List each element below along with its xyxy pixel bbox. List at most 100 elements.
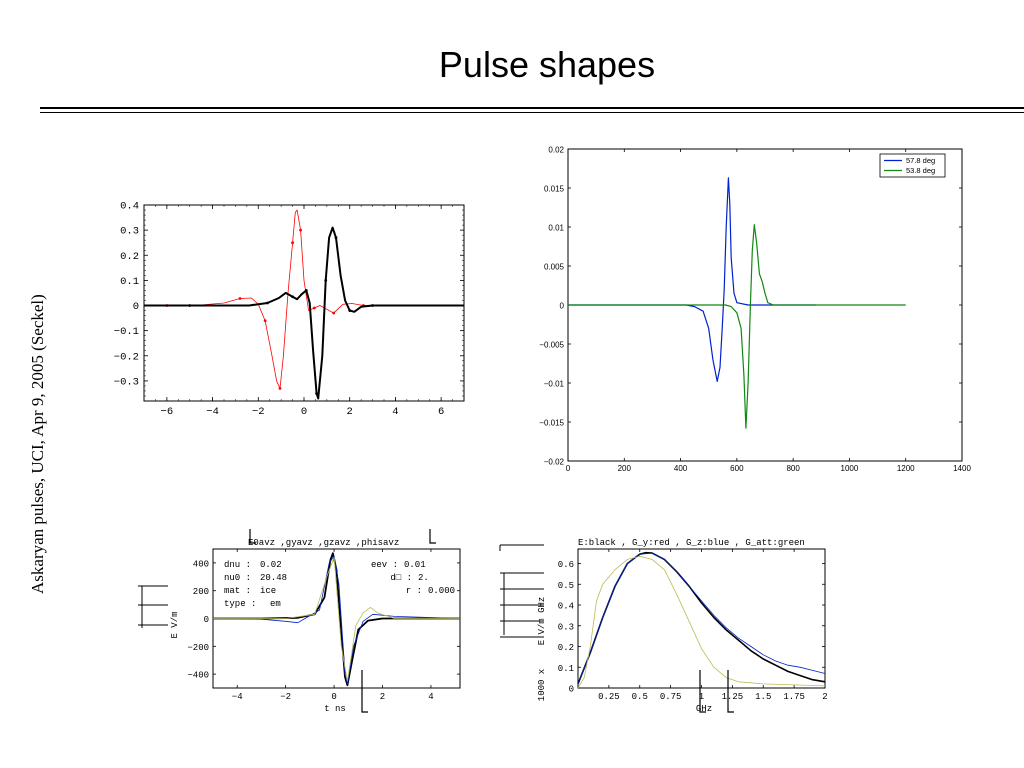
legend-label-57-8: 57.8 deg [906,156,935,165]
chart1-point [324,278,328,282]
y-tick-label: −0.1 [114,326,139,338]
y-tick-label: 0.1 [120,276,139,288]
chart3-annotations: dnu : 0.02 nu0 : 20.48 mat : ice type : … [224,560,455,609]
chart1-point [291,241,294,245]
chart4-xlabel: GHz [696,704,712,714]
chart4-series-blue-line [577,552,826,685]
x-tick-label: −4 [232,692,243,702]
chart2-series-blue-line [568,177,816,382]
chart3-series-black-line [213,552,460,687]
y-tick-label: −0.3 [114,376,139,388]
chart3-bracket-glyph-bottom [361,670,368,713]
chart1-point [266,301,269,305]
x-tick-label: 2 [347,406,353,418]
y-tick-label: 0.4 [558,602,574,612]
annot-type-value: em [270,599,281,609]
chart1-point [332,311,336,315]
y-tick-label: −0.005 [539,341,564,350]
chart2-legend: 57.8 deg 53.8 deg [879,153,946,178]
chart4-series-olive-line [577,555,826,689]
chart3-bracket-glyphs [249,529,436,544]
y-tick-label: 0 [204,615,209,625]
y-tick-label: −0.02 [544,458,565,467]
y-tick-label: 0.2 [120,251,139,263]
y-tick-label: 0.015 [544,185,565,194]
x-tick-label: −6 [161,406,174,418]
chart1-point [238,297,242,300]
annot-mat-label: mat : [224,586,251,596]
x-tick-label: 2 [822,692,827,702]
chart1-point [315,392,318,395]
title-divider-top [40,107,1024,109]
chart1-series-red-line [144,209,464,389]
chart2-series-green-line [568,224,906,429]
chart3-xlabel: t ns [324,704,346,714]
x-tick-label: 200 [618,464,632,473]
side-caption: Askaryan pulses, UCI, Apr 9, 2005 (Secke… [28,294,47,594]
y-tick-label: 0.2 [558,643,574,653]
x-tick-label: 600 [730,464,744,473]
y-tick-label: 0.3 [558,622,574,632]
annot-eev-value: 0.01 [404,560,426,570]
x-tick-label: 1 [699,692,704,702]
chart1-point [291,295,294,299]
y-tick-label: 0 [133,301,139,313]
y-tick-label: −0.015 [539,419,564,428]
x-tick-label: 0.5 [632,692,648,702]
annot-mat-value: ice [260,586,276,596]
x-tick-label: 400 [674,464,688,473]
title-divider-bottom [40,112,1024,113]
annot-nu0-label: nu0 : [224,573,251,583]
annot-r-value: 0.000 [428,586,455,596]
annot-dnu-value: 0.02 [260,560,282,570]
x-tick-label: 1200 [897,464,915,473]
chart4-spectrum: E:black , G_y:red , G_z:blue , G_att:gre… [499,538,828,714]
annot-d-label: d□ : [390,573,412,583]
annot-d-value: 2. [418,573,429,583]
y-tick-label: 0 [569,685,574,695]
x-tick-label: 0 [566,464,571,473]
x-tick-label: 6 [438,406,444,418]
y-tick-label: −200 [187,643,209,653]
annot-type-label: type : [224,599,256,609]
y-tick-label: 0.02 [548,146,564,155]
y-tick-label: 0.3 [120,226,139,238]
x-tick-label: −2 [280,692,291,702]
chart1-plot-frame [143,204,465,402]
chart1-red-black-pulse: −6 −4 −2 0 2 4 6 0.4 0.3 0.2 0.1 0 −0.1 −0.2 −0.3 [114,201,465,418]
y-tick-label: 0.6 [558,560,574,570]
chart4-plot-frame [577,548,826,689]
y-tick-label: 0.1 [558,664,574,674]
x-tick-label: 2 [380,692,385,702]
chart1-point [371,304,374,307]
x-tick-label: 1.25 [722,692,744,702]
chart1-point [299,228,302,232]
x-tick-label: 4 [428,692,433,702]
y-tick-label: 0.01 [548,224,564,233]
y-tick-label: −0.01 [544,380,565,389]
annot-eev-label: eev : [371,560,398,570]
x-tick-label: −4 [206,406,219,418]
chart1-point [304,289,308,292]
x-tick-label: 1.75 [783,692,805,702]
x-tick-label: −2 [252,406,265,418]
slide-title: Pulse shapes [438,44,656,85]
chart1-point [188,304,192,307]
chart3-axis-bracket-glyphs [138,585,168,628]
y-tick-label: 0.4 [120,201,139,213]
chart1-point [348,309,352,312]
y-tick-label: 0.5 [558,581,574,591]
chart1-point [334,236,338,240]
chart3-field-time-domain: E0avz ,gyavz ,gzavz ,phisavz −4 −2 0 2 4 400 2… [138,529,461,714]
y-tick-label: 200 [193,587,209,597]
x-tick-label: 1400 [953,464,971,473]
chart4-bracket-glyphs-bottom [699,670,734,713]
x-tick-label: 4 [392,406,398,418]
x-tick-label: 0 [331,692,336,702]
y-tick-label: −400 [187,671,209,681]
annot-r-label: r : [406,586,422,596]
x-tick-label: 800 [786,464,800,473]
chart1-point [263,319,267,322]
x-tick-label: 0.25 [598,692,620,702]
chart4-bracket-glyph-top [499,544,544,551]
